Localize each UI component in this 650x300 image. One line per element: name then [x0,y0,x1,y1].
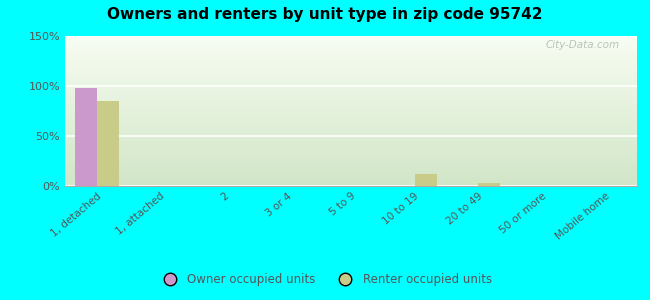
Bar [65,132,637,135]
Bar [65,105,637,108]
Bar [65,183,637,186]
Bar [65,60,637,63]
Bar [65,144,637,147]
Bar [65,78,637,81]
Bar [65,45,637,48]
Bar [478,183,500,186]
Bar [65,111,637,114]
Bar [65,177,637,180]
Bar [65,39,637,42]
Bar [65,117,637,120]
Bar [65,159,637,162]
Bar [65,36,637,39]
Bar [65,114,637,117]
Bar [65,174,637,177]
Bar [65,126,637,129]
Bar [65,150,637,153]
Bar [65,87,637,90]
Text: Owners and renters by unit type in zip code 95742: Owners and renters by unit type in zip c… [107,8,543,22]
Bar [65,84,637,87]
Bar [65,162,637,165]
Bar [65,168,637,171]
Bar [65,120,637,123]
Bar [65,96,637,99]
Bar [65,75,637,78]
Bar [65,93,637,96]
Bar [97,101,119,186]
Legend: Owner occupied units, Renter occupied units: Owner occupied units, Renter occupied un… [153,269,497,291]
Bar [65,141,637,144]
Bar [65,54,637,57]
Bar [65,138,637,141]
Bar [415,174,437,186]
Bar [65,156,637,159]
Bar [65,48,637,51]
Bar [65,171,637,174]
Bar [65,102,637,105]
Bar [75,88,97,186]
Bar [65,135,637,138]
Bar [65,123,637,126]
Bar [65,165,637,168]
Bar [65,129,637,132]
Bar [65,99,637,102]
Bar [65,42,637,45]
Bar [65,57,637,60]
Bar [65,81,637,84]
Bar [65,90,637,93]
Bar [65,66,637,69]
Text: City-Data.com: City-Data.com [546,40,620,50]
Bar [65,180,637,183]
Bar [65,51,637,54]
Bar [65,147,637,150]
Bar [65,153,637,156]
Bar [65,72,637,75]
Bar [65,63,637,66]
Bar [65,108,637,111]
Bar [65,69,637,72]
